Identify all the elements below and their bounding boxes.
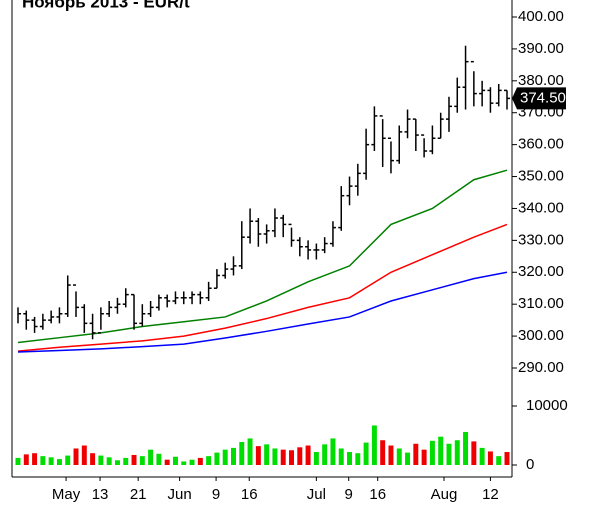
volume-bar	[40, 456, 46, 465]
y2-tick-label: 10000	[526, 397, 568, 414]
volume-bar	[496, 456, 502, 465]
x-tick-label: 16	[241, 486, 258, 503]
volume-bar	[156, 453, 162, 465]
x-tick-label: Jun	[168, 486, 192, 503]
volume-bar	[206, 456, 212, 465]
volume-bar	[429, 440, 435, 465]
volume-bar	[65, 455, 71, 465]
x-tick-label: 21	[130, 486, 147, 503]
volume-bar	[222, 449, 228, 465]
volume-bar	[231, 447, 236, 465]
x-tick-label: 9	[212, 486, 220, 503]
volume-bar	[438, 436, 444, 465]
volume-bar	[98, 455, 104, 465]
volume-bar	[355, 453, 361, 465]
volume-bar	[487, 451, 493, 465]
moving-average-line	[17, 223, 508, 352]
volume-bar	[305, 445, 311, 465]
volume-bar	[363, 442, 369, 465]
volume-bar	[371, 425, 377, 465]
x-tick-label: 9	[345, 486, 353, 503]
volume-bar	[504, 452, 510, 465]
volume-bar	[280, 449, 286, 465]
volume-bar	[172, 456, 178, 465]
y-tick-label: 360.00	[518, 136, 564, 153]
volume-bar	[463, 431, 469, 465]
volume-bar	[56, 459, 62, 465]
volume-bar	[106, 457, 112, 465]
volume-bar	[479, 447, 485, 465]
volume-bar	[81, 445, 87, 465]
last-price-box	[512, 87, 566, 110]
y-tick-label: 290.00	[518, 359, 564, 376]
volume-bar	[239, 441, 245, 465]
y-tick-label: 380.00	[518, 72, 564, 89]
y-tick-label: 320.00	[518, 263, 564, 280]
volume-bar	[48, 457, 54, 465]
volume-bar	[413, 443, 419, 465]
y2-tick-label: 0	[526, 456, 534, 473]
volume-bar	[73, 448, 79, 465]
volume-bar	[405, 452, 411, 465]
volume-bar	[338, 448, 344, 465]
y-tick-label: 340.00	[518, 199, 564, 216]
volume-bar	[32, 453, 38, 465]
volume-bar	[90, 453, 96, 465]
volume-bar	[197, 457, 203, 465]
x-tick-label: Jul	[307, 486, 326, 503]
chart-title: Ноябрь 2013 - EUR/t	[22, 0, 190, 11]
volume-bar	[313, 452, 319, 465]
y-tick-label: 310.00	[518, 295, 564, 312]
x-tick-label: 13	[92, 486, 109, 503]
volume-bar	[164, 459, 170, 465]
volume-bar	[289, 450, 294, 465]
volume-bar	[255, 446, 261, 465]
volume-bar	[15, 457, 21, 465]
x-tick-label: May	[52, 486, 81, 503]
volume-bar	[330, 438, 336, 465]
volume-bar	[114, 460, 120, 465]
y-tick-label: 300.00	[518, 327, 564, 344]
y-tick-label: 400.00	[518, 8, 564, 25]
volume-bar	[347, 452, 353, 465]
volume-bar	[214, 452, 220, 465]
y-tick-label: 330.00	[518, 231, 564, 248]
y-tick-label: 390.00	[518, 40, 564, 57]
volume-bar	[139, 456, 145, 465]
x-tick-label: Aug	[431, 486, 458, 503]
volume-bar	[123, 457, 129, 465]
volume-bar	[322, 444, 328, 465]
moving-average-line	[17, 271, 508, 353]
volume-bar	[388, 445, 394, 465]
volume-bar	[396, 448, 402, 465]
volume-bar	[189, 459, 195, 465]
y-tick-label: 350.00	[518, 168, 564, 185]
volume-bar	[297, 447, 303, 465]
volume-bar	[131, 454, 137, 465]
volume-bar	[247, 438, 253, 465]
x-tick-label: 12	[482, 486, 499, 503]
volume-bar	[148, 449, 154, 465]
volume-bar	[181, 461, 187, 465]
volume-bar	[471, 441, 477, 465]
last-price-label: 374.50	[520, 89, 566, 106]
x-tick-label: 16	[369, 486, 386, 503]
volume-bar	[421, 449, 427, 465]
volume-bar	[446, 443, 452, 465]
volume-bar	[272, 448, 278, 465]
volume-bar	[23, 454, 29, 465]
volume-bar	[264, 444, 270, 465]
volume-bar	[454, 440, 460, 465]
volume-bar	[380, 440, 386, 465]
